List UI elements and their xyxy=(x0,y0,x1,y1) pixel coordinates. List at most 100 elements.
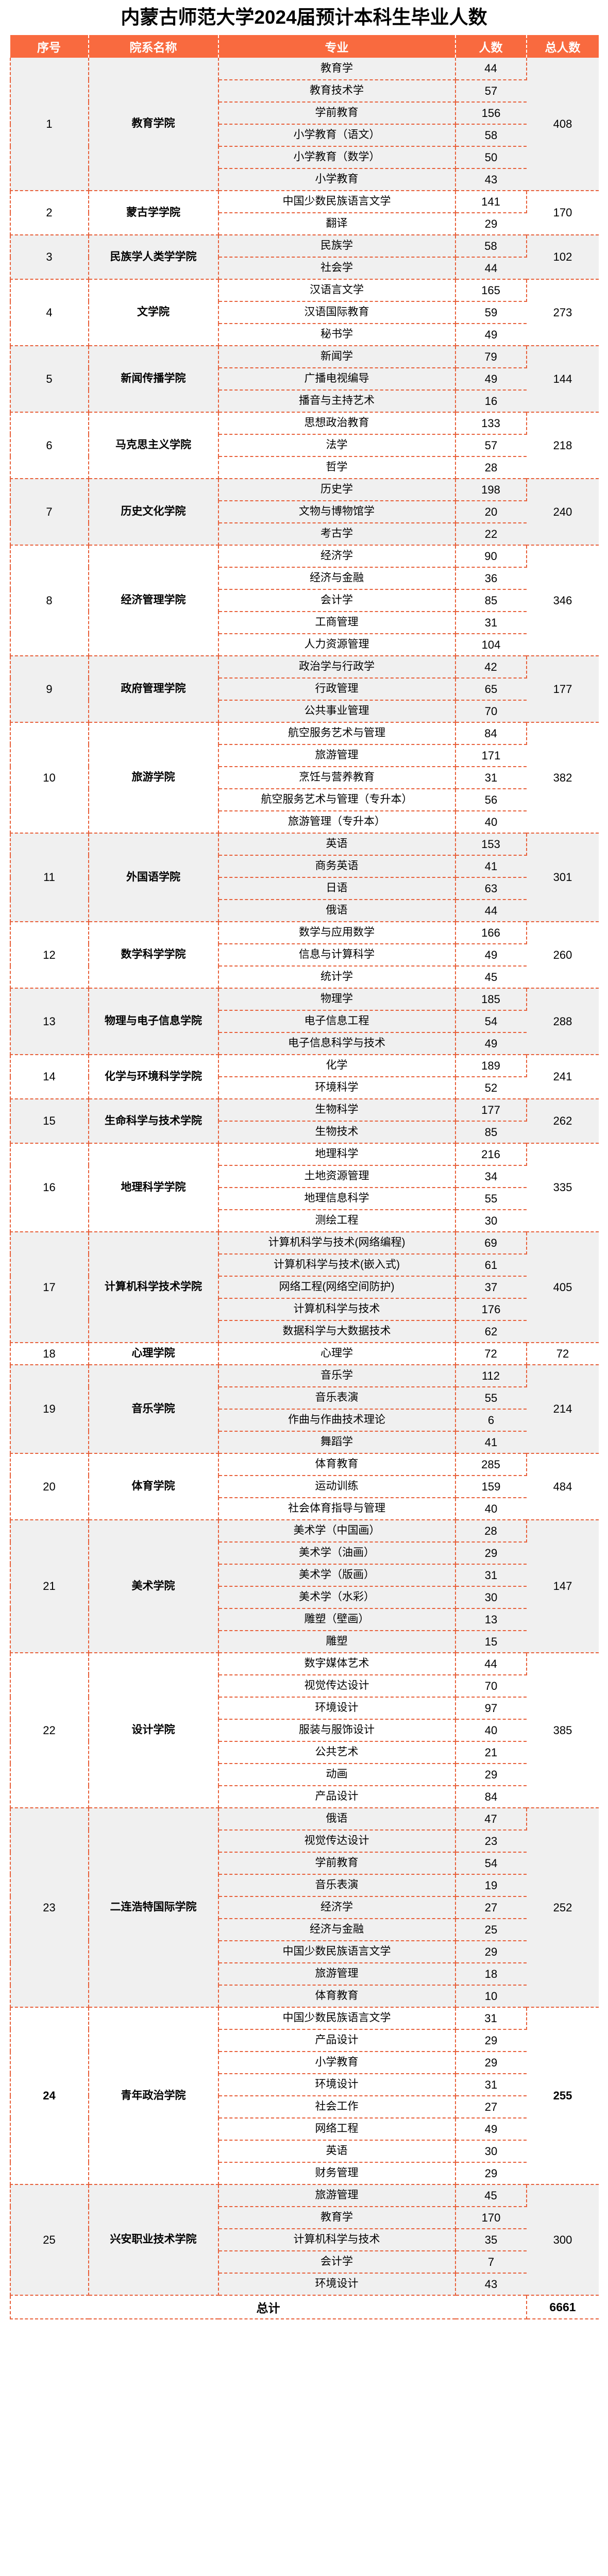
cell-count: 43 xyxy=(455,168,527,191)
cell-major: 动画 xyxy=(218,1764,456,1786)
cell-count: 30 xyxy=(455,2140,527,2163)
cell-major: 数字媒体艺术 xyxy=(218,1653,456,1675)
cell-count: 28 xyxy=(455,1520,527,1543)
cell-count: 23 xyxy=(455,1830,527,1853)
table-row: 网络工程 49 xyxy=(10,2118,599,2141)
cell-count: 84 xyxy=(455,722,527,745)
table-row: 会计学 85 xyxy=(10,589,599,612)
cell-count: 29 xyxy=(455,2162,527,2185)
cell-department-total: 170 xyxy=(526,191,599,235)
cell-department: 数学科学学院 xyxy=(88,922,219,989)
table-row: 2 蒙古学学院 中国少数民族语言文学 141 170 xyxy=(9,191,599,235)
cell-major: 文物与博物馆学 xyxy=(218,501,456,523)
cell-major: 英语 xyxy=(218,2140,456,2163)
column-header-dept: 院系名称 xyxy=(88,35,219,58)
cell-department-total: 214 xyxy=(526,1365,599,1454)
cell-major: 商务英语 xyxy=(218,855,456,878)
column-header-total: 总人数 xyxy=(526,35,599,58)
cell-count: 177 xyxy=(455,1099,527,1122)
cell-index: 2 xyxy=(9,191,89,235)
table-row: 网络工程(网络空间防护) 37 xyxy=(10,1276,599,1299)
cell-major: 社会学 xyxy=(218,257,456,280)
table-row: 4 文学院 汉语言文学 165 273 xyxy=(9,279,599,346)
table-row: 财务管理 29 xyxy=(10,2162,599,2185)
cell-index: 3 xyxy=(9,235,89,280)
table-row: 人力资源管理 104 xyxy=(10,634,599,656)
cell-department: 美术学院 xyxy=(88,1520,219,1653)
table-row: 视觉传达设计 70 xyxy=(10,1675,599,1698)
cell-count: 15 xyxy=(455,1631,527,1653)
table-row: 美术学（水彩） 30 xyxy=(10,1586,599,1609)
cell-count: 49 xyxy=(455,324,527,346)
cell-major: 学前教育 xyxy=(218,102,456,125)
total-label: 总计 xyxy=(9,2295,527,2319)
cell-count: 90 xyxy=(455,545,527,568)
cell-index: 4 xyxy=(9,279,89,346)
cell-count: 44 xyxy=(455,900,527,922)
table-row: 经济与金融 36 xyxy=(10,567,599,590)
table-row: 体育教育 10 xyxy=(10,1985,599,2008)
table-row: 计算机科学与技术(嵌入式) 61 xyxy=(10,1254,599,1277)
cell-major: 旅游管理 xyxy=(218,2184,456,2207)
cell-major: 测绘工程 xyxy=(218,1210,456,1232)
table-row: 作曲与作曲技术理论 6 xyxy=(10,1409,599,1432)
cell-department: 旅游学院 xyxy=(88,722,219,834)
total-value: 6661 xyxy=(526,2295,599,2319)
cell-major: 小学教育（语文） xyxy=(218,124,456,147)
table-row: 13 物理与电子信息学院 物理学 185 288 xyxy=(9,988,599,1055)
cell-department-total: 262 xyxy=(526,1099,599,1144)
table-row: 计算机科学与技术 176 xyxy=(10,1298,599,1321)
cell-major: 舞蹈学 xyxy=(218,1431,456,1454)
cell-count: 22 xyxy=(455,523,527,546)
cell-department-total: 273 xyxy=(526,279,599,346)
table-row: 翻译 29 xyxy=(10,213,599,235)
cell-count: 70 xyxy=(455,1675,527,1698)
table-row: 教育技术学 57 xyxy=(10,80,599,103)
cell-count: 29 xyxy=(455,2052,527,2074)
cell-index: 24 xyxy=(9,2007,89,2185)
table-row: 雕塑（壁画） 13 xyxy=(10,1608,599,1631)
cell-count: 216 xyxy=(455,1143,527,1166)
cell-index: 5 xyxy=(9,346,89,413)
cell-major: 美术学（水彩） xyxy=(218,1586,456,1609)
cell-major: 数据科学与大数据技术 xyxy=(218,1320,456,1343)
cell-count: 30 xyxy=(455,1210,527,1232)
cell-count: 20 xyxy=(455,501,527,523)
cell-count: 45 xyxy=(455,966,527,989)
cell-count: 37 xyxy=(455,1276,527,1299)
graduates-table: 序号 院系名称 专业 人数 总人数 1 教育学院 教育学 44 408 教育技术学 57 学前… xyxy=(9,35,599,2319)
cell-count: 59 xyxy=(455,301,527,324)
cell-count: 29 xyxy=(455,1941,527,1963)
cell-count: 50 xyxy=(455,146,527,169)
cell-count: 13 xyxy=(455,1608,527,1631)
cell-count: 31 xyxy=(455,612,527,634)
cell-department: 历史文化学院 xyxy=(88,479,219,546)
cell-department-total: 301 xyxy=(526,833,599,922)
cell-department: 经济管理学院 xyxy=(88,545,219,656)
table-row: 英语 30 xyxy=(10,2140,599,2163)
cell-count: 52 xyxy=(455,1077,527,1099)
cell-major: 俄语 xyxy=(218,900,456,922)
table-row: 3 民族学人类学学院 民族学 58 102 xyxy=(9,235,599,280)
table-row: 学前教育 54 xyxy=(10,1852,599,1875)
table-row: 环境科学 52 xyxy=(10,1077,599,1099)
table-row: 12 数学科学学院 数学与应用数学 166 260 xyxy=(9,922,599,989)
cell-count: 133 xyxy=(455,412,527,435)
cell-department: 地理科学学院 xyxy=(88,1143,219,1232)
cell-count: 27 xyxy=(455,1896,527,1919)
cell-major: 小学教育 xyxy=(218,2052,456,2074)
cell-count: 6 xyxy=(455,1409,527,1432)
cell-department: 二连浩特国际学院 xyxy=(88,1808,219,2008)
table-row: 中国少数民族语言文学 29 xyxy=(10,1941,599,1963)
cell-major: 社会工作 xyxy=(218,2096,456,2119)
cell-major: 小学教育 xyxy=(218,168,456,191)
table-row: 社会体育指导与管理 40 xyxy=(10,1498,599,1520)
cell-count: 65 xyxy=(455,678,527,701)
table-row: 运动训练 159 xyxy=(10,1476,599,1498)
cell-major: 小学教育（数学） xyxy=(218,146,456,169)
table-row: 16 地理科学学院 地理科学 216 335 xyxy=(9,1143,599,1232)
table-row: 信息与计算科学 49 xyxy=(10,944,599,967)
table-row: 6 马克思主义学院 思想政治教育 133 218 xyxy=(9,412,599,479)
cell-department: 民族学人类学学院 xyxy=(88,235,219,280)
